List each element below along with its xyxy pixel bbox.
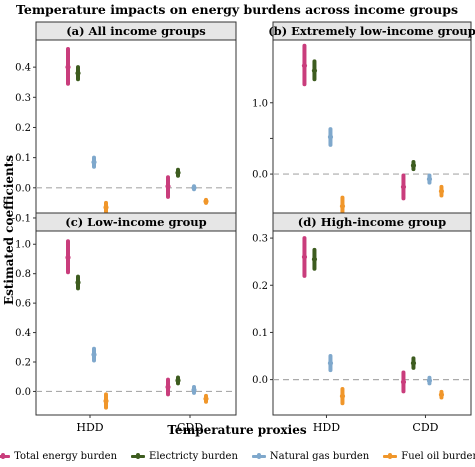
point-fuel-oil-cdd — [203, 396, 209, 402]
y-tick-label: 1.0 — [252, 98, 268, 109]
point-fuel-oil-hdd — [103, 204, 109, 211]
legend-item-fuel-oil: Fuel oil burden — [383, 451, 475, 462]
point-electricity-hdd — [311, 256, 318, 262]
point-natural-gas-cdd — [191, 387, 197, 393]
y-tick-label: 0.3 — [15, 93, 31, 104]
y-tick-label: 0.1 — [15, 153, 31, 164]
point-natural-gas-hdd — [91, 352, 97, 358]
point-total-energy-cdd — [400, 184, 407, 190]
y-tick-label: 0.8 — [15, 269, 31, 280]
point-fuel-oil-hdd — [339, 203, 346, 209]
y-tick-label: 0.2 — [15, 123, 31, 134]
y-tick-label: 1.0 — [15, 240, 31, 251]
point-fuel-oil-cdd — [438, 392, 445, 398]
point-natural-gas-cdd — [426, 176, 433, 182]
y-tick-label: 0.0 — [15, 387, 31, 398]
point-electricity-hdd — [311, 68, 318, 74]
panel-title: (d) High-income group — [298, 215, 446, 229]
legend-label-fuel-oil: Fuel oil burden — [401, 450, 475, 462]
point-natural-gas-hdd — [327, 360, 334, 366]
point-total-energy-hdd — [301, 254, 308, 260]
point-natural-gas-hdd — [91, 159, 97, 165]
panel-title: (b) Extremely low-income group — [268, 24, 475, 38]
legend-label-electricity: Electricty burden — [149, 450, 238, 462]
legend-swatch-total-energy — [0, 453, 11, 459]
y-tick-label: 0.4 — [15, 328, 31, 339]
point-electricity-cdd — [410, 360, 417, 366]
legend-item-natural-gas: Natural gas burden — [251, 450, 370, 462]
panel-title: (a) All income groups — [66, 24, 206, 38]
legend: Total energy burden Electricty burden Na… — [0, 446, 475, 466]
point-total-energy-cdd — [165, 183, 171, 189]
legend-swatch-fuel-oil — [383, 453, 398, 459]
point-electricity-hdd — [75, 70, 81, 76]
y-tick-label: 0.6 — [15, 299, 31, 310]
point-natural-gas-hdd — [327, 134, 334, 140]
y-axis-title: Estimated coefficients — [2, 155, 16, 305]
panel-group: (a) All income groups -0.1 0.0 0.1 0.2 0.3 0.4… — [12, 21, 475, 434]
legend-swatch-natural-gas — [251, 453, 266, 459]
point-total-energy-cdd — [400, 379, 407, 385]
point-total-energy-hdd — [301, 63, 308, 69]
y-tick-label: 0.4 — [15, 63, 31, 74]
point-natural-gas-cdd — [426, 377, 433, 384]
point-electricity-hdd — [75, 279, 81, 286]
point-electricity-cdd — [410, 162, 417, 169]
x-tick-label: CDD — [177, 421, 203, 434]
legend-item-electricity: Electricty burden — [131, 451, 238, 462]
point-fuel-oil-cdd — [203, 198, 209, 204]
y-tick-label: 0.0 — [252, 375, 268, 386]
point-electricity-cdd — [175, 170, 181, 176]
figure-title: Temperature impacts on energy burdens ac… — [16, 2, 458, 17]
x-tick-label: HDD — [313, 421, 340, 434]
y-tick-label: 0.2 — [15, 358, 31, 369]
x-axis-title: Temperature proxies — [167, 423, 306, 437]
y-tick-label: 0.1 — [252, 328, 268, 339]
panel-c: (c) Low-income group 0.0 0.2 0.4 0.6 0.8 1.0 HD… — [15, 212, 237, 434]
legend-item-total-energy: Total energy burden — [0, 451, 117, 462]
panel-title: (c) Low-income group — [65, 215, 206, 229]
point-total-energy-hdd — [65, 254, 71, 261]
y-tick-label: -0.1 — [12, 213, 31, 224]
point-total-energy-cdd — [165, 384, 171, 390]
x-tick-label: HDD — [76, 421, 103, 434]
point-natural-gas-cdd — [191, 185, 197, 191]
y-tick-label: 0.0 — [15, 183, 31, 194]
legend-label-natural-gas: Natural gas burden — [269, 450, 370, 462]
x-tick-label: CDD — [412, 421, 438, 434]
point-fuel-oil-hdd — [103, 398, 109, 404]
panel-a: (a) All income groups -0.1 0.0 0.1 0.2 0.3 0.4 — [12, 21, 237, 227]
panel-d: (d) High-income group 0.0 0.1 0.2 0.3 HDD CDD — [252, 212, 472, 434]
legend-label-total-energy: Total energy burden — [14, 450, 118, 462]
point-electricity-cdd — [175, 377, 181, 384]
legend-swatch-electricity — [131, 453, 146, 459]
y-tick-label: 0.3 — [252, 234, 268, 245]
y-tick-label: 0.0 — [252, 170, 268, 181]
y-tick-label: 0.2 — [252, 281, 268, 292]
point-fuel-oil-hdd — [339, 393, 346, 399]
panel-b: (b) Extremely low-income group 0.0 1.0 — [252, 21, 475, 227]
point-fuel-oil-cdd — [438, 188, 445, 194]
point-total-energy-hdd — [65, 64, 71, 70]
